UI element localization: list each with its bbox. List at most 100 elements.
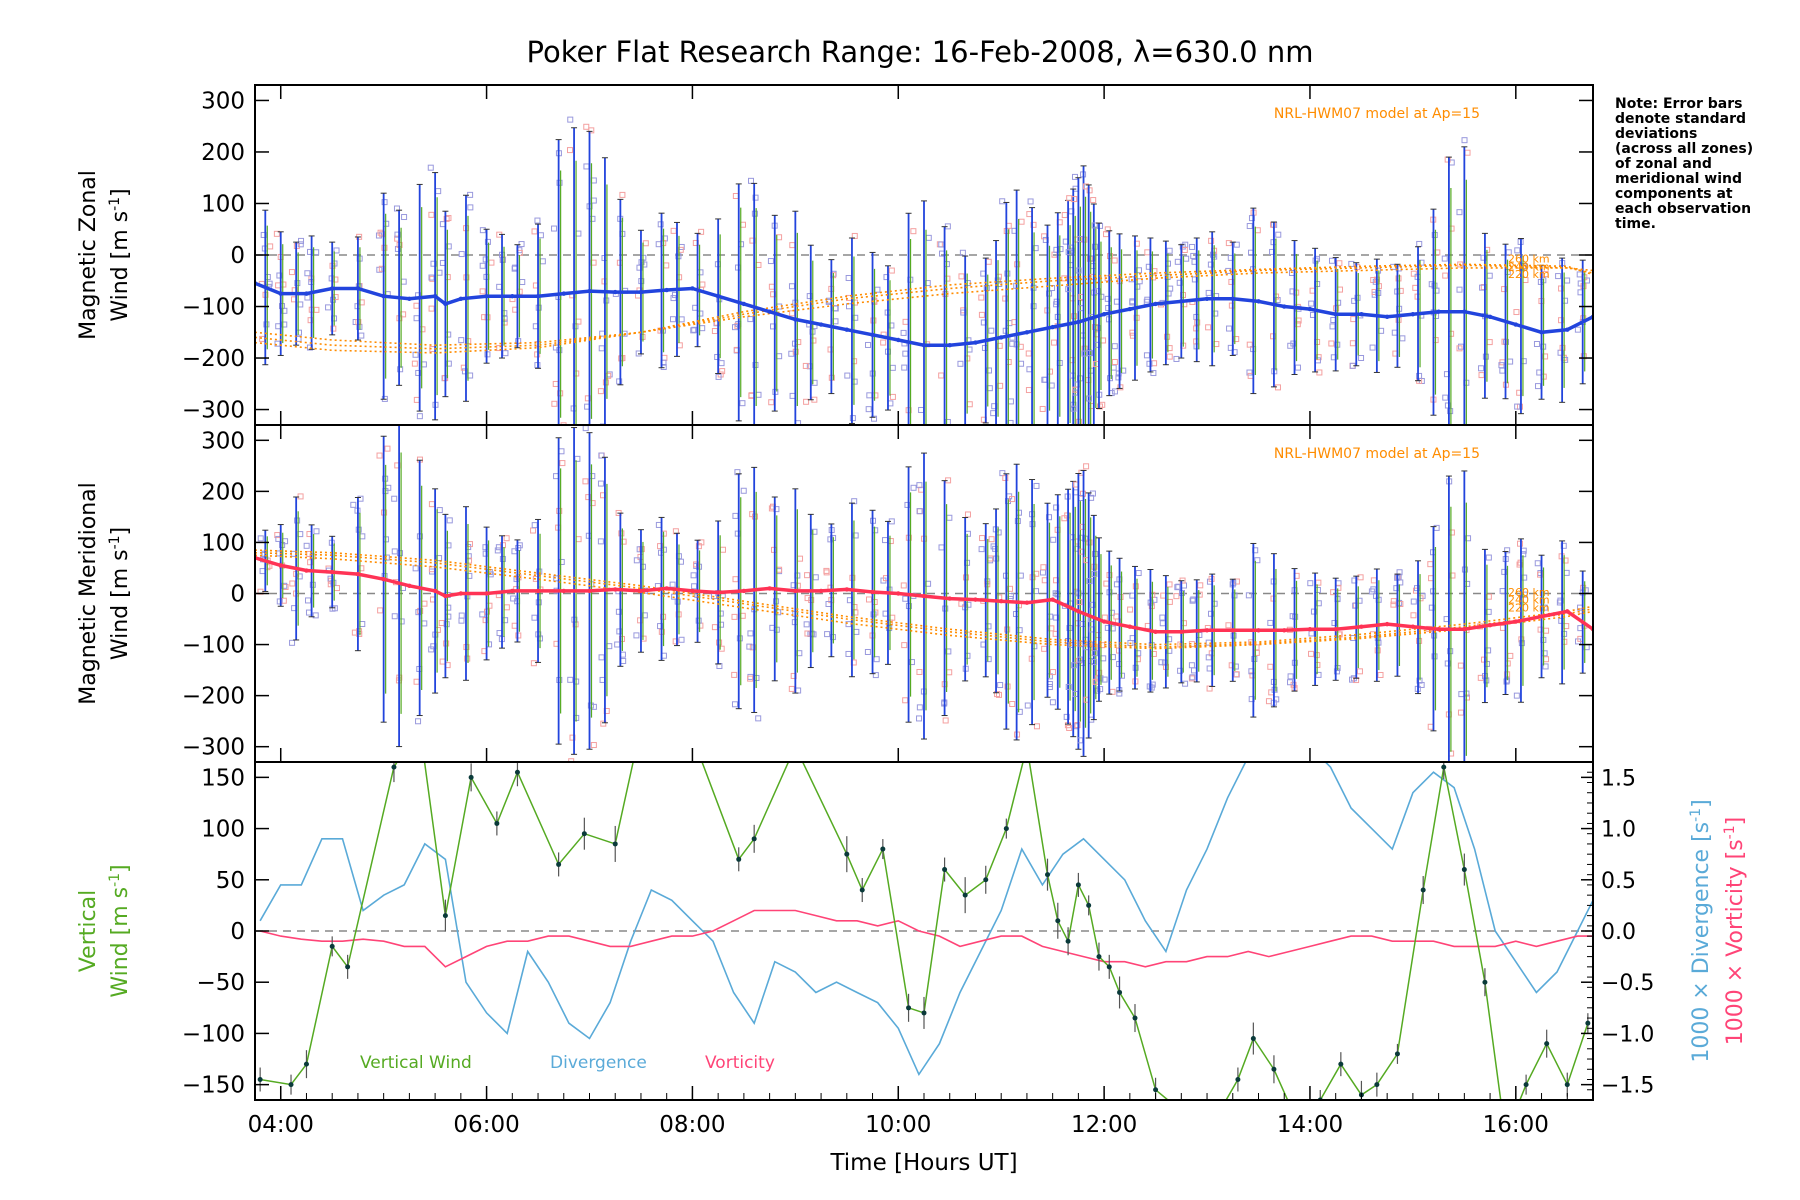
meridional-mean-point <box>1204 628 1210 633</box>
zonal-mean-point <box>1076 319 1081 325</box>
observation-point <box>1375 267 1382 274</box>
observation-point <box>1287 673 1294 680</box>
observation-point <box>918 406 925 413</box>
observation-point <box>1111 388 1118 395</box>
observation-point <box>1024 702 1031 709</box>
observation-point <box>1434 249 1441 256</box>
meridional-mean-point <box>1487 622 1493 628</box>
observation-point <box>295 329 302 336</box>
observation-point <box>1294 364 1301 371</box>
vertical-wind-point <box>793 744 798 749</box>
observation-point <box>852 609 859 616</box>
legend-item: Vertical Wind <box>360 1053 472 1073</box>
observation-point <box>428 274 435 281</box>
observation-point <box>303 542 310 549</box>
observation-point <box>599 423 606 425</box>
observation-point <box>641 612 648 619</box>
observation-point <box>732 192 739 199</box>
observation-point <box>1144 249 1151 256</box>
observation-point <box>1065 286 1072 293</box>
observation-point <box>1457 709 1464 716</box>
observation-point <box>803 398 810 405</box>
observation-point <box>1442 394 1449 401</box>
observation-point <box>1356 668 1363 675</box>
observation-point <box>966 401 973 408</box>
observation-point <box>1537 571 1544 578</box>
observation-point <box>1091 570 1098 577</box>
observation-point <box>567 116 574 123</box>
observation-point <box>1004 270 1011 277</box>
meridional-mean-point <box>1101 619 1107 624</box>
observation-point <box>1039 569 1046 576</box>
observation-point <box>458 612 465 619</box>
observation-point <box>845 275 852 282</box>
y-tick-label: 100 <box>201 530 245 556</box>
vertical-ylabel-line2: Wind [m s-1] <box>107 864 133 997</box>
observation-point <box>356 630 363 637</box>
observation-point <box>1555 273 1562 280</box>
observation-point <box>1464 580 1471 587</box>
zonal-mean-point <box>690 286 695 291</box>
observation-point <box>889 364 896 371</box>
observation-point <box>503 535 510 542</box>
meridional-mean-line <box>255 556 1593 634</box>
observation-point <box>1480 284 1487 291</box>
observation-point <box>883 274 890 281</box>
observation-point <box>327 581 334 588</box>
observation-point <box>1563 569 1570 576</box>
observation-point <box>1077 656 1084 663</box>
observation-point <box>1486 272 1493 279</box>
observation-point <box>1164 333 1171 340</box>
observation-point <box>519 279 526 286</box>
observation-point <box>1197 582 1204 589</box>
observation-point <box>957 360 964 367</box>
x-tick-label: 10:00 <box>865 1112 931 1138</box>
right-tick-label: 1.0 <box>1601 818 1636 843</box>
meridional-mean-point <box>1333 627 1338 632</box>
observation-point <box>1315 354 1322 361</box>
observation-point <box>1032 433 1037 438</box>
observation-point <box>575 536 582 543</box>
observation-point <box>1518 640 1525 647</box>
observation-point <box>1447 648 1454 655</box>
zonal-ylabel-line2: Wind [m s-1] <box>107 188 133 321</box>
observation-point <box>502 350 509 357</box>
observation-point <box>715 373 722 380</box>
observation-point <box>925 474 930 479</box>
observation-point <box>1418 259 1425 266</box>
observation-point <box>1007 585 1014 592</box>
observation-point <box>1431 232 1438 239</box>
observation-point <box>691 583 698 590</box>
observation-point <box>999 198 1006 205</box>
observation-point <box>288 269 295 276</box>
observation-point <box>279 303 286 310</box>
observation-point <box>670 295 677 302</box>
y-tick-label: −50 <box>196 970 245 996</box>
vertical-wind-point <box>468 774 474 780</box>
observation-point <box>614 641 621 648</box>
observation-point <box>1071 196 1078 203</box>
observation-point <box>795 339 802 346</box>
model-height-label: 220 km <box>1508 601 1550 614</box>
observation-point <box>987 557 994 564</box>
meridional-mean-point <box>1307 627 1313 632</box>
observation-point <box>415 718 422 725</box>
vertical-wind-point <box>257 1077 263 1083</box>
observation-point <box>918 466 923 471</box>
observation-point <box>752 194 759 201</box>
observation-point <box>391 613 398 620</box>
observation-point <box>633 632 640 639</box>
observation-point <box>1308 630 1315 637</box>
observation-point <box>1066 724 1073 731</box>
observation-point <box>938 241 945 248</box>
y-tick-label: −150 <box>182 1073 245 1099</box>
observation-point <box>1212 310 1219 317</box>
observation-point <box>619 191 626 198</box>
observation-point <box>1006 320 1013 327</box>
model-height-label: 260 km <box>1508 586 1550 599</box>
right-tick-label: 0.5 <box>1601 869 1636 894</box>
zonal-mean-point <box>1282 304 1287 309</box>
zonal-mean-point <box>443 301 448 307</box>
vertical-wind-point <box>1420 887 1426 893</box>
observation-point <box>1014 518 1021 525</box>
